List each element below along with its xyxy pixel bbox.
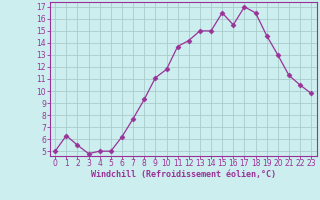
X-axis label: Windchill (Refroidissement éolien,°C): Windchill (Refroidissement éolien,°C) — [91, 170, 276, 179]
